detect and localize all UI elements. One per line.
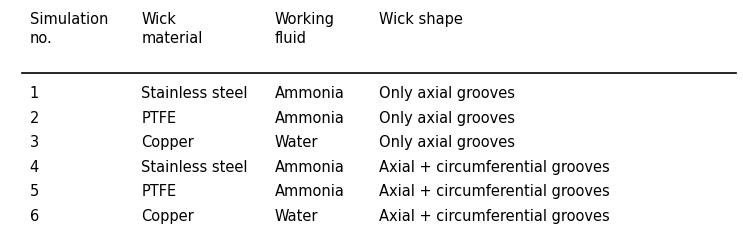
Text: Only axial grooves: Only axial grooves (379, 111, 515, 126)
Text: Simulation
no.: Simulation no. (30, 12, 108, 46)
Text: Axial + circumferential grooves: Axial + circumferential grooves (379, 184, 610, 199)
Text: Ammonia: Ammonia (275, 86, 345, 101)
Text: 1: 1 (30, 86, 39, 101)
Text: Only axial grooves: Only axial grooves (379, 135, 515, 150)
Text: Wick
material: Wick material (141, 12, 203, 46)
Text: Only axial grooves: Only axial grooves (379, 86, 515, 101)
Text: 2: 2 (30, 111, 39, 126)
Text: PTFE: PTFE (141, 184, 176, 199)
Text: Water: Water (275, 135, 319, 150)
Text: Stainless steel: Stainless steel (141, 86, 247, 101)
Text: Copper: Copper (141, 209, 194, 223)
Text: Water: Water (275, 209, 319, 223)
Text: Stainless steel: Stainless steel (141, 160, 247, 175)
Text: Copper: Copper (141, 135, 194, 150)
Text: Ammonia: Ammonia (275, 111, 345, 126)
Text: Ammonia: Ammonia (275, 160, 345, 175)
Text: Working
fluid: Working fluid (275, 12, 335, 46)
Text: 5: 5 (30, 184, 39, 199)
Text: Axial + circumferential grooves: Axial + circumferential grooves (379, 209, 610, 223)
Text: Ammonia: Ammonia (275, 184, 345, 199)
Text: PTFE: PTFE (141, 111, 176, 126)
Text: Wick shape: Wick shape (379, 12, 463, 27)
Text: Axial + circumferential grooves: Axial + circumferential grooves (379, 160, 610, 175)
Text: 4: 4 (30, 160, 39, 175)
Text: 3: 3 (30, 135, 39, 150)
Text: 6: 6 (30, 209, 39, 223)
